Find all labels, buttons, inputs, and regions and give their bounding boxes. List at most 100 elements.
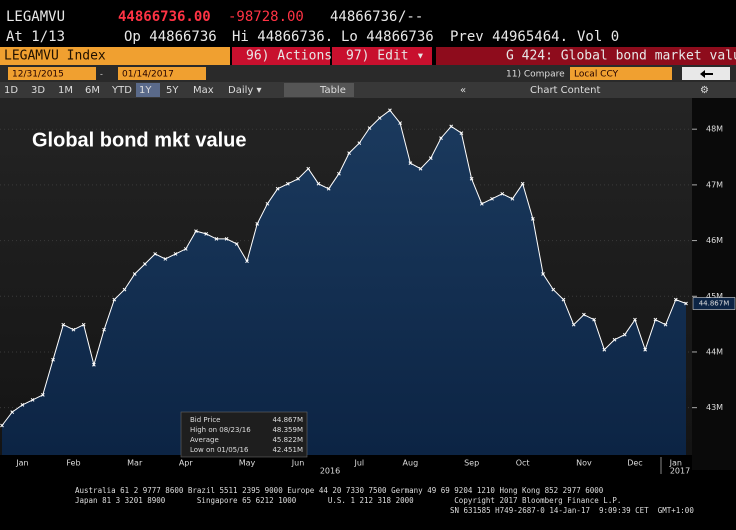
period-button[interactable]: 1D [4, 85, 18, 96]
x-tick-label: Apr [179, 459, 194, 468]
settings[interactable]: ⚙ [700, 85, 709, 96]
edit-button[interactable] [332, 47, 432, 65]
period-button[interactable]: 3D [31, 85, 45, 96]
last-value-box [692, 297, 736, 310]
y-tick-label: 48M [706, 125, 723, 134]
legend-box [180, 411, 308, 458]
x-tick-label: Mar [127, 459, 143, 468]
currency-box[interactable] [570, 67, 672, 80]
end-date[interactable]: 01/14/2017 [122, 70, 174, 80]
legend-value: 44.867M [272, 416, 303, 424]
actions-label[interactable]: 96) Actions ▾ [246, 49, 348, 64]
footer-line3: SN 631585 H749-2687-0 14-Jan-17 9:09:39 … [450, 506, 694, 515]
point [541, 272, 545, 276]
security-bar [0, 47, 230, 65]
point [520, 181, 525, 186]
point [20, 403, 25, 407]
point [388, 108, 392, 113]
point [40, 392, 45, 397]
point [449, 124, 454, 129]
table[interactable]: Table [319, 85, 346, 96]
point [316, 181, 321, 186]
legend-name: Average [190, 436, 219, 444]
x-tick-label: May [239, 459, 256, 468]
chart-content[interactable]: Chart Content [530, 85, 601, 96]
point [112, 297, 117, 302]
point [673, 297, 678, 302]
x-tick-label: Aug [403, 459, 419, 468]
point [296, 176, 300, 181]
period-button[interactable]: 5Y [166, 85, 179, 96]
period-button[interactable]: 6M [85, 85, 100, 96]
end-date-box[interactable] [118, 67, 206, 80]
period-button[interactable]: 1M [58, 85, 73, 96]
area [2, 110, 686, 456]
high: Hi 44866736. [232, 29, 333, 45]
point [418, 166, 423, 171]
x-tick-label: Feb [66, 459, 80, 468]
y-tick-label: 45M [706, 292, 723, 301]
period-button[interactable]: Max [193, 85, 214, 96]
legend-value: 48.359M [272, 426, 303, 434]
low: Lo 44866736 [341, 29, 434, 45]
compare[interactable]: 11) Compare [506, 70, 565, 80]
point [10, 410, 15, 414]
point [571, 322, 576, 327]
point [224, 237, 229, 241]
edit-label[interactable]: 97) Edit ▾ [346, 49, 424, 64]
point [398, 121, 403, 125]
point [61, 322, 66, 327]
point [428, 156, 433, 161]
x-tick-label: Dec [627, 459, 642, 468]
point [377, 116, 382, 120]
point [612, 337, 617, 342]
x-tick-label: Oct [516, 459, 530, 468]
frequency[interactable]: Daily ▾ [228, 85, 262, 96]
year-label: 2017 [670, 467, 690, 476]
point [602, 347, 607, 352]
y-tick-label: 47M [706, 180, 723, 189]
point [337, 171, 341, 176]
toolbar [0, 82, 736, 98]
back-icon [700, 70, 713, 78]
point [51, 357, 55, 362]
point [214, 237, 219, 241]
last-value: 44.867M [699, 300, 730, 308]
legend-name: Bid Price [190, 416, 221, 424]
point [479, 201, 484, 206]
point [71, 327, 76, 332]
security: LEGAMVU Index [4, 49, 106, 64]
legend-name: High on 08/23/16 [190, 426, 251, 434]
footer-line1: Australia 61 2 9777 8600 Brazil 5511 239… [75, 486, 604, 495]
period-button[interactable]: YTD [111, 85, 132, 96]
point [92, 362, 96, 367]
start-date[interactable]: 12/31/2015 [12, 70, 64, 80]
actions-button[interactable] [232, 47, 330, 65]
start-date-box[interactable] [8, 67, 96, 80]
currency[interactable]: Local CCY [574, 70, 619, 80]
point [204, 232, 209, 236]
point [459, 131, 464, 135]
legend-name: Low on 01/05/16 [190, 446, 249, 454]
back-arrows[interactable]: « [460, 85, 466, 96]
x-tick-label: Jan [15, 459, 28, 468]
x-tick-label: Sep [464, 459, 479, 468]
point [408, 161, 413, 166]
point [643, 347, 648, 352]
point [163, 257, 168, 261]
point [592, 317, 596, 322]
y-tick-label: 44M [706, 347, 723, 356]
point [173, 252, 178, 256]
point [582, 312, 586, 317]
point [153, 252, 157, 256]
table-button[interactable] [284, 83, 354, 97]
x-tick-label: Jan [669, 459, 682, 468]
point [490, 196, 494, 201]
point [183, 247, 188, 251]
period-button[interactable]: 1Y [139, 85, 152, 96]
period-selected [136, 83, 160, 97]
point [500, 191, 505, 196]
open: Op 44866736 [124, 29, 217, 45]
y-tick-label: 43M [706, 403, 723, 412]
bid: 44866736 [330, 9, 397, 25]
